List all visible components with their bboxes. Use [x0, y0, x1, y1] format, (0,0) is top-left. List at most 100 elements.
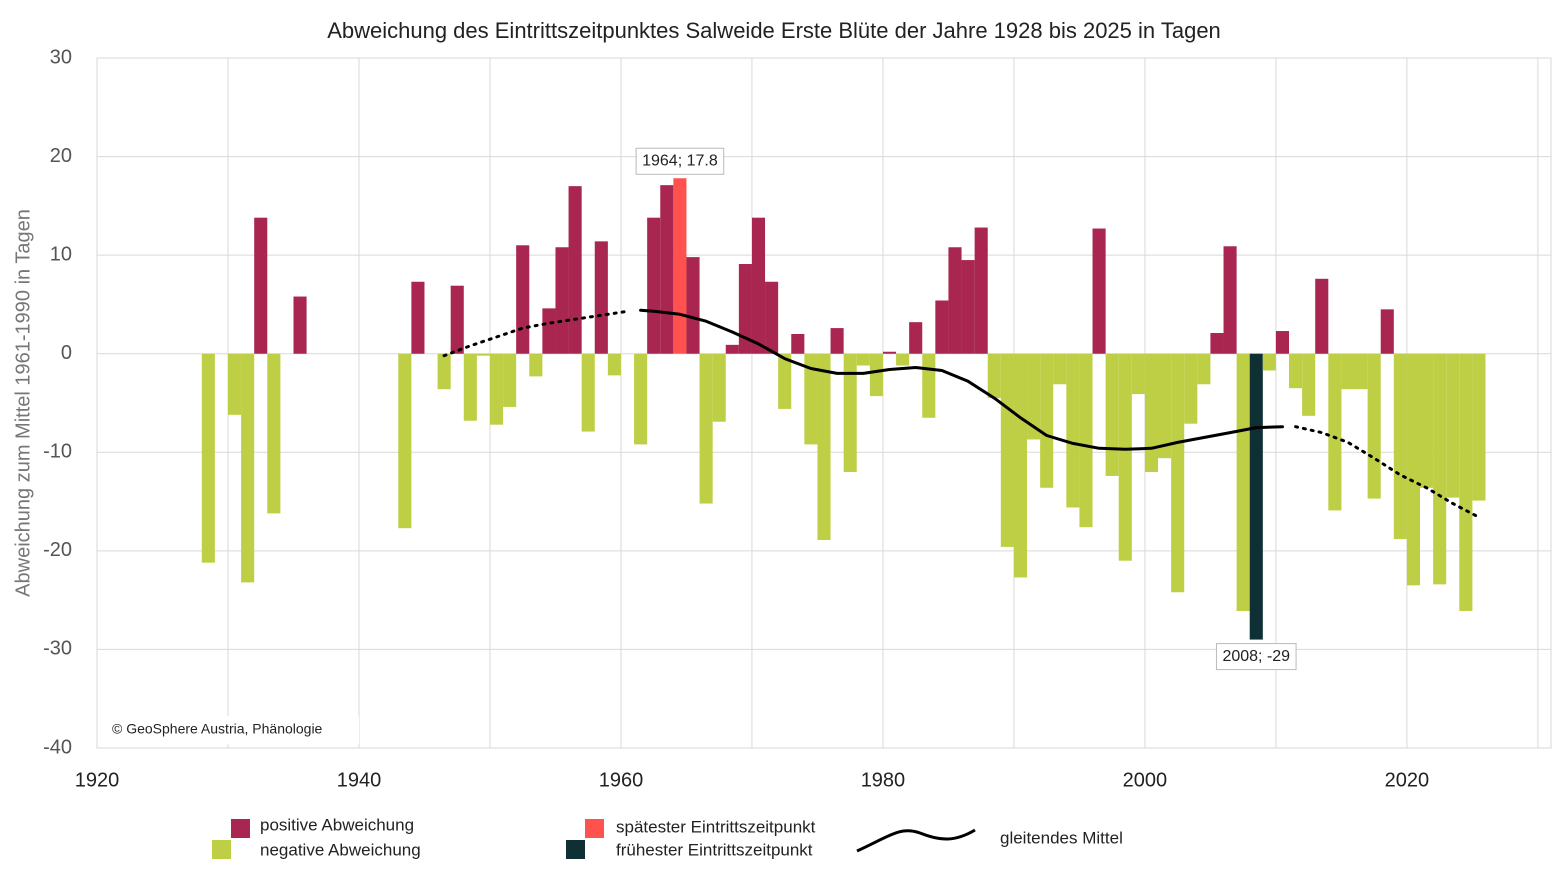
legend-swatch — [585, 819, 604, 838]
bar — [227, 353, 242, 415]
bar — [751, 217, 766, 354]
bar — [568, 186, 582, 354]
bar — [830, 328, 844, 354]
bar — [1433, 353, 1447, 585]
bar — [267, 353, 281, 514]
bar — [1393, 353, 1407, 540]
bar — [699, 353, 713, 504]
bar — [1262, 353, 1276, 371]
y-tick-label: 10 — [50, 243, 72, 265]
legend-label: negative Abweichung — [260, 840, 421, 859]
legend-line — [856, 828, 976, 853]
x-tick-label: 2020 — [1385, 769, 1430, 791]
credit: © GeoSphere Austria, Phänologie — [112, 721, 323, 737]
legend-swatch — [231, 819, 250, 838]
credit-bg — [104, 716, 359, 744]
annotation: 1964; 17.8 — [635, 147, 725, 175]
bar — [1066, 353, 1080, 508]
bar — [1197, 353, 1211, 385]
bar — [581, 353, 595, 432]
bar — [1446, 353, 1460, 498]
y-tick-label: 30 — [50, 46, 72, 68]
bar — [489, 353, 504, 425]
bar — [725, 344, 739, 354]
y-tick-label: -20 — [43, 539, 72, 561]
y-tick-label: 20 — [50, 145, 72, 167]
bar — [1210, 333, 1224, 354]
x-tick-label: 1960 — [599, 769, 644, 791]
bar — [607, 353, 621, 376]
bar — [856, 353, 870, 366]
bar — [529, 353, 543, 377]
y-tick-label: 0 — [61, 342, 72, 364]
annotation-label: 1964; 17.8 — [642, 152, 718, 169]
bar — [660, 185, 674, 354]
bar — [1406, 353, 1421, 586]
bar — [503, 353, 517, 407]
bar — [254, 217, 268, 354]
bar — [398, 353, 412, 529]
annotation-box — [1215, 643, 1297, 671]
bar — [450, 285, 464, 354]
bar — [869, 353, 883, 397]
legend-label: frühester Eintrittszeitpunkt — [616, 840, 813, 859]
bar — [1184, 353, 1198, 424]
bar — [476, 353, 490, 356]
bar — [935, 300, 949, 354]
bar — [843, 353, 857, 472]
bar — [961, 260, 975, 354]
bar — [293, 296, 307, 354]
chart-title: Abweichung des Eintrittszeitpunktes Salw… — [327, 18, 1221, 43]
bar — [241, 353, 255, 583]
bar — [1027, 353, 1041, 440]
bar — [791, 334, 805, 354]
bar — [1053, 353, 1067, 385]
bar — [1289, 353, 1303, 389]
annotation: 2008; -29 — [1215, 643, 1297, 671]
annotation-label: 2008; -29 — [1222, 648, 1290, 665]
bar — [1118, 353, 1132, 561]
bar — [922, 353, 936, 418]
bar — [1302, 353, 1316, 416]
legend-label: spätester Eintrittszeitpunkt — [616, 817, 816, 836]
bar — [1420, 353, 1434, 488]
bar — [1236, 353, 1250, 611]
moving-average-line — [442, 309, 629, 358]
bar — [647, 217, 661, 354]
y-tick-label: -30 — [43, 638, 72, 660]
bar — [1144, 353, 1159, 472]
bar — [437, 353, 451, 390]
bar — [1354, 353, 1368, 390]
bar — [804, 353, 818, 445]
bar — [555, 247, 569, 354]
bar — [1171, 353, 1185, 593]
bar — [817, 353, 831, 541]
bar — [1275, 331, 1290, 354]
bar — [1131, 353, 1145, 395]
legend-label: positive Abweichung — [260, 815, 414, 834]
bar — [1105, 353, 1119, 476]
moving-average-line — [639, 308, 1284, 451]
x-tick-label: 1980 — [861, 769, 906, 791]
bar — [987, 353, 1001, 399]
bar — [1380, 309, 1394, 354]
bar — [948, 247, 962, 354]
bar — [738, 264, 752, 354]
y-tick-label: -40 — [43, 736, 72, 758]
bar — [1092, 228, 1106, 354]
bar — [778, 353, 792, 409]
bar — [673, 178, 687, 354]
bar — [634, 353, 648, 445]
bar — [594, 241, 608, 354]
bar — [542, 308, 556, 354]
legend-swatch — [566, 840, 585, 859]
bar — [1341, 353, 1355, 390]
bar — [1367, 353, 1381, 499]
bar — [882, 351, 897, 354]
bar — [1472, 353, 1486, 501]
bar — [201, 353, 215, 563]
bar — [974, 227, 988, 354]
bar — [1158, 353, 1172, 459]
y-tick-label: -10 — [43, 441, 72, 463]
